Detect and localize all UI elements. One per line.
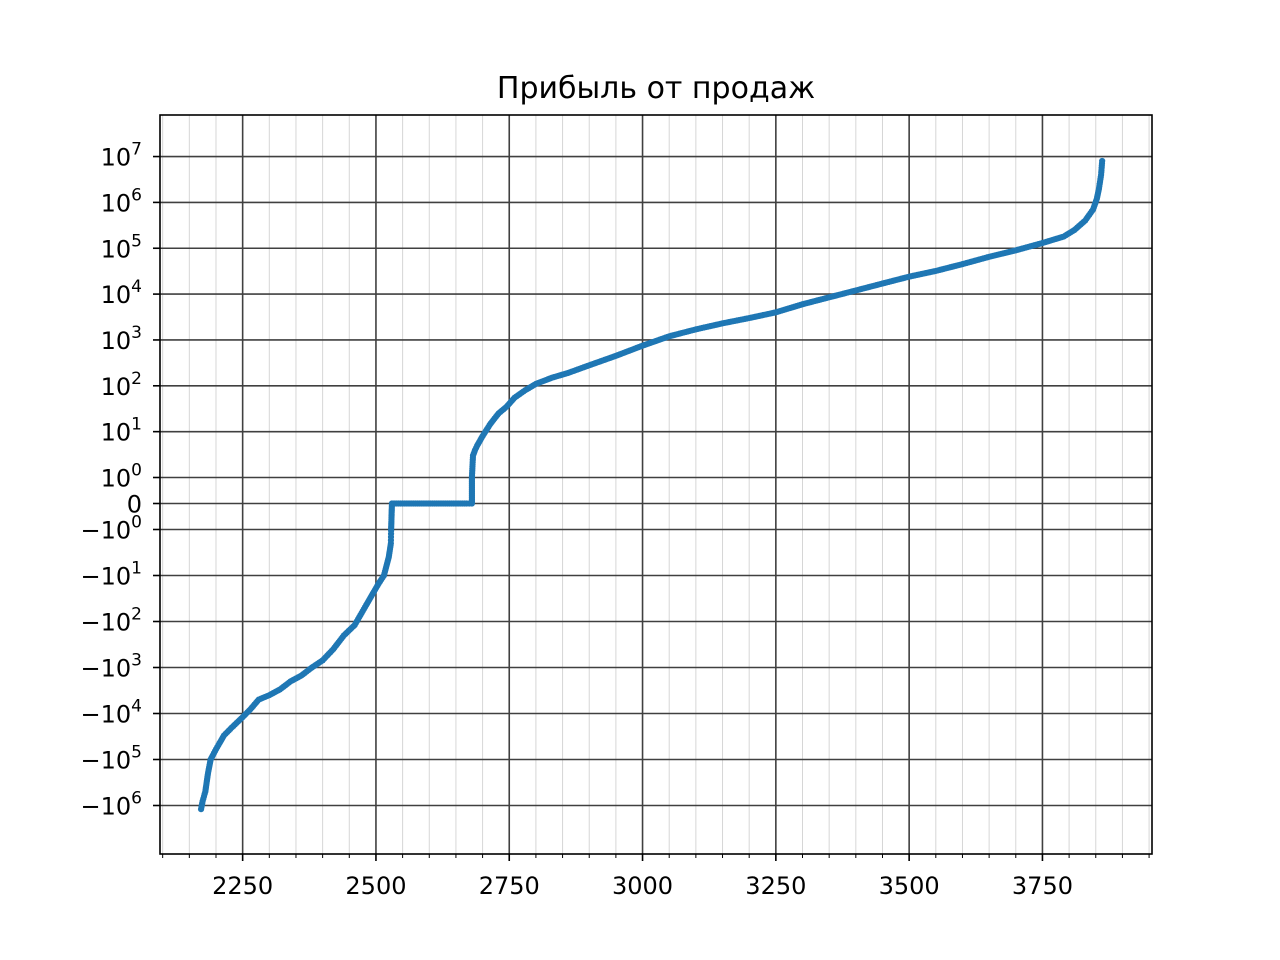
major-grid xyxy=(160,115,1152,854)
y-tick-label: −104 xyxy=(81,697,142,729)
x-tick-label: 3500 xyxy=(879,872,940,900)
data-point xyxy=(1099,157,1106,165)
y-tick-label: −106 xyxy=(81,789,142,821)
x-tick-label: 3000 xyxy=(612,872,673,900)
y-tick-label: 101 xyxy=(101,415,142,447)
y-tick-label: 107 xyxy=(101,140,142,172)
minor-grid xyxy=(162,115,1150,854)
chart-title: Прибыль от продаж xyxy=(497,71,815,106)
y-tick-label: 104 xyxy=(101,277,142,309)
y-tick-label: 102 xyxy=(101,369,142,401)
x-tick-label: 2750 xyxy=(479,872,540,900)
y-tick-label: 106 xyxy=(101,185,142,217)
y-tick-label: −100 xyxy=(81,513,142,545)
x-tick-label: 2250 xyxy=(212,872,273,900)
y-tick-label: −101 xyxy=(81,559,142,591)
y-tick-label: −103 xyxy=(81,651,142,683)
y-tick-label: 105 xyxy=(101,231,142,263)
y-tick-label: 100 xyxy=(101,461,142,493)
x-axis-ticks: 2250 2500 2750 3000 3250 3500 3750 xyxy=(162,854,1150,900)
y-tick-label: −105 xyxy=(81,743,142,775)
scatter-points xyxy=(197,157,1106,813)
x-tick-label: 3250 xyxy=(745,872,806,900)
x-tick-label: 2500 xyxy=(345,872,406,900)
y-tick-label: 103 xyxy=(101,323,142,355)
plot-frame xyxy=(159,114,1153,855)
y-tick-label: −102 xyxy=(81,605,142,637)
y-tick-label: 0 xyxy=(127,491,142,519)
x-tick-label: 3750 xyxy=(1012,872,1073,900)
